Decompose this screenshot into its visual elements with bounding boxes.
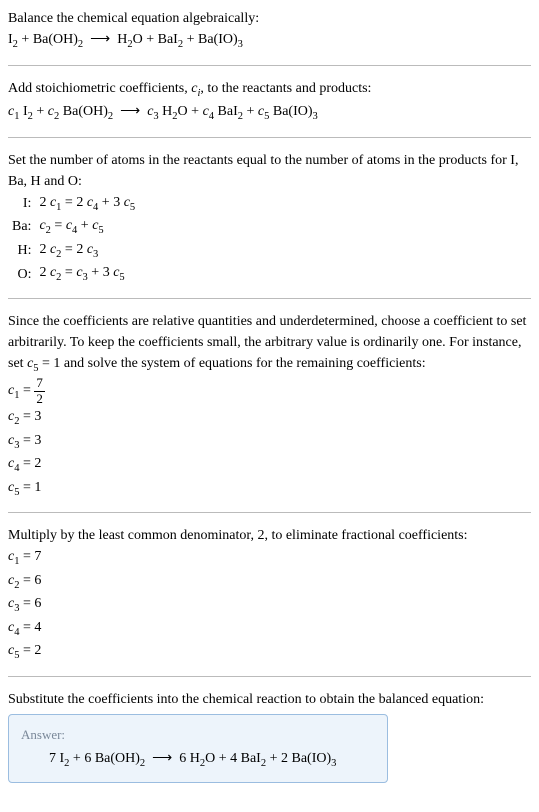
coef-val: 4 <box>34 620 41 635</box>
coef-row: c3 = 3 <box>8 430 531 454</box>
step4-text: Multiply by the least common denominator… <box>8 525 531 546</box>
intro-section: Balance the chemical equation algebraica… <box>8 8 531 53</box>
step5-section: Substitute the coefficients into the che… <box>8 689 531 710</box>
intro-equation: I2 + Ba(OH)2 ⟶ H2O + BaI2 + Ba(IO)3 <box>8 29 531 53</box>
atom-label: Ba: <box>8 215 35 239</box>
divider <box>8 137 531 138</box>
coef-val: 6 <box>34 596 41 611</box>
divider <box>8 676 531 677</box>
step1-text: Add stoichiometric coefficients, ci, to … <box>8 78 531 102</box>
step5-text: Substitute the coefficients into the che… <box>8 689 531 710</box>
divider <box>8 65 531 66</box>
step2-text: Set the number of atoms in the reactants… <box>8 150 531 192</box>
atom-label: H: <box>8 239 35 263</box>
table-row: I: 2 c1 = 2 c4 + 3 c5 <box>8 192 139 216</box>
divider <box>8 512 531 513</box>
coef-row: c3 = 6 <box>8 593 531 617</box>
coef-row: c4 = 4 <box>8 617 531 641</box>
coef-row: c5 = 1 <box>8 477 531 501</box>
answer-label: Answer: <box>21 725 375 745</box>
table-row: O: 2 c2 = c3 + 3 c5 <box>8 262 139 286</box>
step3-section: Since the coefficients are relative quan… <box>8 311 531 500</box>
table-row: H: 2 c2 = 2 c3 <box>8 239 139 263</box>
coef-val: 2 <box>34 643 41 658</box>
atom-label: O: <box>8 262 35 286</box>
frac-den: 2 <box>34 392 45 406</box>
atom-balance-table: I: 2 c1 = 2 c4 + 3 c5 Ba: c2 = c4 + c5 H… <box>8 192 139 286</box>
step2-section: Set the number of atoms in the reactants… <box>8 150 531 286</box>
coef-val: 7 <box>34 549 41 564</box>
coef-row: c2 = 6 <box>8 570 531 594</box>
coef-list: c1 = 7 c2 = 6 c3 = 6 c4 = 4 c5 = 2 <box>8 546 531 664</box>
answer-equation: 7 I2 + 6 Ba(OH)2 ⟶ 6 H2O + 4 BaI2 + 2 Ba… <box>21 748 375 772</box>
step1-section: Add stoichiometric coefficients, ci, to … <box>8 78 531 125</box>
coef-row: c5 = 2 <box>8 640 531 664</box>
step4-section: Multiply by the least common denominator… <box>8 525 531 664</box>
atom-equation: c2 = c4 + c5 <box>35 215 139 239</box>
step1-equation: c1 I2 + c2 Ba(OH)2 ⟶ c3 H2O + c4 BaI2 + … <box>8 101 531 125</box>
atom-equation: 2 c2 = c3 + 3 c5 <box>35 262 139 286</box>
step3-text: Since the coefficients are relative quan… <box>8 311 531 377</box>
coef-row: c4 = 2 <box>8 453 531 477</box>
coef-val: 3 <box>34 433 41 448</box>
divider <box>8 298 531 299</box>
table-row: Ba: c2 = c4 + c5 <box>8 215 139 239</box>
coef-val: 1 <box>34 480 41 495</box>
coef-row: c1 = 72 <box>8 376 531 406</box>
coef-val: 3 <box>34 409 41 424</box>
coef-row: c2 = 3 <box>8 406 531 430</box>
atom-equation: 2 c2 = 2 c3 <box>35 239 139 263</box>
step1-before: Add stoichiometric coefficients, <box>8 81 191 96</box>
fraction: 72 <box>34 376 45 406</box>
step1-after: , to the reactants and products: <box>200 81 371 96</box>
coef-val: 2 <box>34 456 41 471</box>
answer-box: Answer: 7 I2 + 6 Ba(OH)2 ⟶ 6 H2O + 4 BaI… <box>8 714 388 783</box>
intro-title: Balance the chemical equation algebraica… <box>8 8 531 29</box>
frac-num: 7 <box>34 376 45 391</box>
atom-equation: 2 c1 = 2 c4 + 3 c5 <box>35 192 139 216</box>
coef-row: c1 = 7 <box>8 546 531 570</box>
atom-label: I: <box>8 192 35 216</box>
coef-val: 6 <box>34 573 41 588</box>
coef-list: c1 = 72 c2 = 3 c3 = 3 c4 = 2 c5 = 1 <box>8 376 531 500</box>
